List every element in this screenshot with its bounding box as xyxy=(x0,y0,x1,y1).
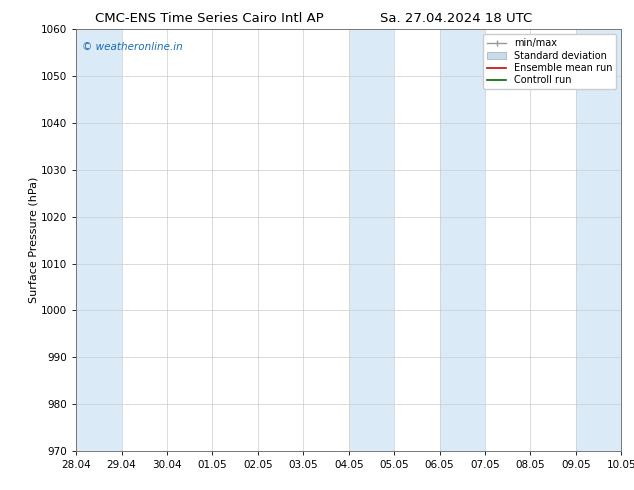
Legend: min/max, Standard deviation, Ensemble mean run, Controll run: min/max, Standard deviation, Ensemble me… xyxy=(483,34,616,89)
Bar xyxy=(439,29,485,451)
Bar xyxy=(576,29,621,451)
Text: Sa. 27.04.2024 18 UTC: Sa. 27.04.2024 18 UTC xyxy=(380,12,533,25)
Text: CMC-ENS Time Series Cairo Intl AP: CMC-ENS Time Series Cairo Intl AP xyxy=(95,12,323,25)
Bar xyxy=(349,29,394,451)
Text: © weatheronline.in: © weatheronline.in xyxy=(82,42,183,52)
Bar xyxy=(76,29,122,451)
Y-axis label: Surface Pressure (hPa): Surface Pressure (hPa) xyxy=(28,177,38,303)
